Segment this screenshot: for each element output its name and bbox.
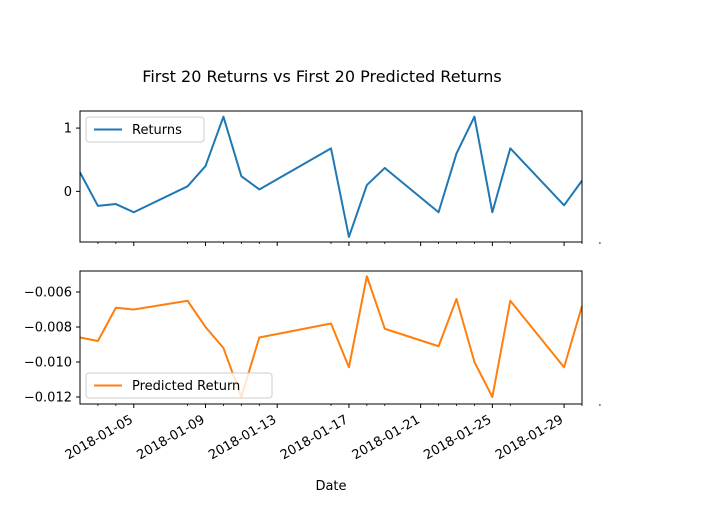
- y-tick-label: −0.008: [24, 321, 72, 336]
- legend-label: Returns: [132, 123, 182, 138]
- legend-label: Predicted Return: [132, 379, 240, 394]
- y-tick-label: −0.012: [24, 391, 72, 406]
- x-tick-label: 2018-01-17: [278, 412, 351, 463]
- predicted-return-ticks: −0.012 −0.010 −0.008 −0.006: [24, 286, 601, 408]
- x-tick-label: 2018-01-05: [63, 412, 136, 463]
- legend-box: [85, 372, 273, 399]
- predicted-return-series-group: [79, 275, 583, 398]
- y-tick-label: −0.010: [24, 356, 72, 371]
- x-axis-label: Date: [315, 479, 346, 494]
- predicted-return-legend: Predicted Return: [85, 372, 273, 399]
- x-axis-tick-labels: 2018-01-052018-01-092018-01-132018-01-17…: [63, 412, 566, 463]
- returns-panel: 01 Returns: [64, 110, 601, 246]
- x-tick-label: 2018-01-09: [135, 412, 208, 463]
- legend-box: [85, 116, 205, 143]
- y-tick-label: −0.006: [24, 286, 72, 301]
- predicted-return-line: [79, 275, 583, 398]
- returns-series-group: [79, 115, 583, 238]
- chart-title: First 20 Returns vs First 20 Predicted R…: [142, 67, 501, 86]
- x-tick-label: 2018-01-25: [421, 412, 494, 463]
- returns-line: [79, 115, 583, 238]
- x-tick-label: 2018-01-29: [493, 412, 566, 463]
- predicted-return-panel: −0.012 −0.010 −0.008 −0.006 Predicted Retur…: [24, 270, 601, 408]
- y-tick-label: 1: [64, 122, 72, 137]
- y-tick-label: 0: [64, 185, 72, 200]
- returns-legend: Returns: [85, 116, 205, 143]
- x-tick-label: 2018-01-13: [206, 412, 279, 463]
- returns-ticks: 01: [64, 122, 601, 246]
- x-tick-label: 2018-01-21: [350, 412, 423, 463]
